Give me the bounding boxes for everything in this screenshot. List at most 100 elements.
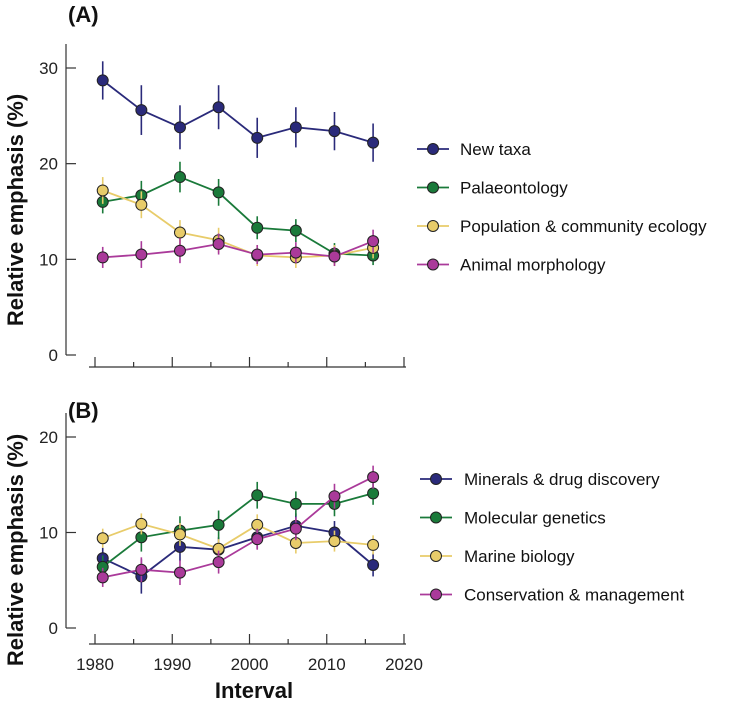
panel-b-data-point (135, 563, 148, 576)
panel-a-data-point (289, 224, 302, 237)
panel-b-data-point (251, 489, 264, 502)
panel-a-data-point (289, 121, 302, 134)
panel-a-legend: New taxa Palaeontology Population & commun… (417, 140, 707, 275)
panel-b-legend-label: Marine biology (464, 547, 575, 566)
panel-b-data-point (289, 522, 302, 535)
panel-b-legend-item-minerals-and-drug-discovery: Minerals & drug discovery (420, 470, 660, 489)
panel-b-y-tick-label: 10 (39, 524, 58, 543)
panel-a-axes: 0 10 20 30 (39, 44, 406, 368)
panel-b-series-line (102, 492, 374, 568)
panel-b: (B) Relative emphasis (%) Interval 0 10 20… (3, 398, 684, 702)
panel-a-series-line (102, 240, 374, 259)
panel-a-data-point (135, 198, 148, 211)
panel-b-legend-label: Molecular genetics (464, 509, 606, 528)
panel-a-legend-marker (427, 143, 439, 155)
panel-a-data-point (367, 136, 380, 149)
panel-a: (A) Relative emphasis (%) 0 10 20 30 New ta… (3, 2, 707, 368)
panel-b-x-tick-label: 1990 (153, 655, 191, 674)
panel-a-y-axis-label: Relative emphasis (%) (3, 94, 28, 326)
panel-a-data-point (135, 104, 148, 117)
panel-a-data-point (289, 246, 302, 259)
panel-a-legend-item-new-taxa: New taxa (417, 140, 531, 159)
panel-b-legend-marker (430, 588, 442, 601)
panel-b-legend-marker (430, 511, 442, 524)
panel-b-label: (B) (68, 398, 99, 423)
panel-b-series-line (102, 524, 374, 578)
panel-b-data-point (328, 535, 341, 548)
panel-b-legend-marker (430, 473, 442, 485)
panel-a-series-new-taxa (96, 61, 380, 162)
panel-a-data-point (96, 184, 109, 197)
panel-a-data-point (328, 250, 341, 263)
panel-b-data-point (212, 556, 225, 569)
panel-a-series-animal-morphology (96, 229, 380, 268)
panel-a-data-point (212, 238, 225, 251)
panel-a-data-point (212, 186, 225, 199)
panel-b-legend-item-conservation-and-management: Conservation & management (420, 586, 684, 605)
panel-b-data-point (367, 487, 380, 500)
panel-a-legend-label: New taxa (460, 140, 531, 159)
panel-a-data-point (328, 125, 341, 138)
panel-b-data-point (367, 471, 380, 484)
panel-a-data-point (251, 131, 264, 144)
panel-b-x-axis-label: Interval (215, 678, 293, 702)
panel-b-legend-marker (430, 550, 442, 562)
panel-a-legend-item-population-and-community-ecology: Population & community ecology (417, 217, 707, 236)
panel-a-data-point (96, 251, 109, 264)
panel-b-legend-label: Minerals & drug discovery (464, 470, 660, 489)
panel-a-data-point (212, 101, 225, 114)
panel-a-legend-item-animal-morphology: Animal morphology (417, 256, 606, 275)
panel-a-legend-label: Palaeontology (460, 179, 568, 198)
panel-b-legend: Minerals & drug discovery Molecular genet… (420, 470, 684, 605)
panel-a-data-point (173, 226, 186, 239)
panel-a-legend-marker (427, 258, 439, 271)
panel-b-data-point (173, 566, 186, 579)
panel-a-data-point (173, 244, 186, 257)
panel-b-series-line (102, 522, 374, 550)
panel-b-series-conservation-and-management (96, 465, 380, 587)
panel-b-data-point (173, 528, 186, 541)
panel-a-series (96, 61, 380, 268)
panel-b-y-tick-label: 20 (39, 428, 58, 447)
panel-a-y-tick-label: 0 (49, 346, 58, 365)
panel-a-y-tick-label: 10 (39, 250, 58, 269)
panel-a-series-line (102, 176, 374, 257)
panel-b-axes: 0 10 20 1980 1990 2000 2010 2020 (39, 413, 423, 674)
panel-a-data-point (173, 171, 186, 184)
panel-b-x-tick-label: 2000 (231, 655, 269, 674)
panel-b-y-axis-label: Relative emphasis (%) (3, 434, 28, 666)
panel-a-y-tick-label: 20 (39, 155, 58, 174)
panel-b-legend-item-marine-biology: Marine biology (420, 547, 575, 566)
panel-a-legend-marker (427, 181, 439, 194)
panel-b-series (96, 465, 380, 594)
panel-a-legend-label: Population & community ecology (460, 217, 707, 236)
panel-b-data-point (289, 497, 302, 510)
panel-a-data-point (135, 248, 148, 261)
panel-b-x-tick-label: 2020 (385, 655, 423, 674)
panel-b-data-point (367, 558, 380, 571)
panel-b-series-line (102, 476, 374, 579)
panel-b-x-tick-label: 2010 (308, 655, 346, 674)
panel-a-y-tick-label: 30 (39, 59, 58, 78)
panel-a-data-point (251, 248, 264, 261)
panel-b-data-point (328, 490, 341, 503)
panel-a-legend-marker (427, 220, 439, 232)
panel-a-series-line (102, 79, 374, 144)
panel-a-data-point (96, 74, 109, 87)
panel-a-data-point (173, 121, 186, 134)
panel-b-legend-label: Conservation & management (464, 586, 684, 605)
panel-b-y-tick-label: 0 (49, 619, 58, 638)
panel-b-data-point (367, 538, 380, 551)
panel-b-x-tick-label: 1980 (76, 655, 114, 674)
panel-a-legend-item-palaeontology: Palaeontology (417, 179, 568, 198)
panel-b-legend-item-molecular-genetics: Molecular genetics (420, 509, 606, 528)
panel-b-data-point (212, 518, 225, 531)
panel-b-series-marine-biology (96, 513, 380, 559)
panel-b-data-point (251, 533, 264, 546)
panel-a-legend-label: Animal morphology (460, 256, 606, 275)
panel-b-data-point (96, 571, 109, 584)
panel-b-data-point (135, 517, 148, 530)
panel-b-data-point (96, 532, 109, 545)
panel-a-data-point (367, 235, 380, 248)
